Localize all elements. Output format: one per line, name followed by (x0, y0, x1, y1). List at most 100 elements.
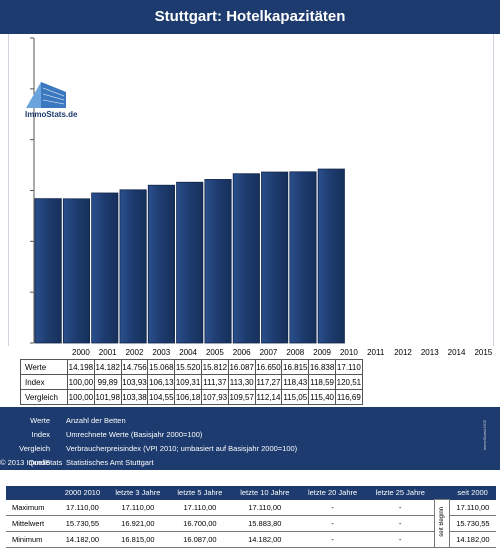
summary-cell: - (366, 499, 435, 516)
table-cell: 100,00 (67, 389, 95, 405)
side-note: ImmoStats#1505 (482, 420, 487, 451)
corner-blank (21, 345, 68, 360)
summary-row-mittelwert: Mittelwert 15.730,55 16.921,00 16.700,00 15.… (6, 515, 496, 532)
table-cell: 103,38 (120, 389, 149, 405)
table-cell: 115,05 (281, 389, 310, 405)
table-cell: 17.110 (334, 359, 363, 375)
summary-header: letzte 3 Jahre (106, 486, 169, 500)
summary-header: letzte 20 Jahre (298, 486, 367, 500)
legend-row-werte: Werte Anzahl der Betten (0, 414, 500, 428)
table-cell (362, 375, 389, 390)
year-label-2009: 2009 (313, 347, 331, 357)
immostats-logo: ImmoStats.de (21, 78, 81, 119)
table-cell: 116,69 (334, 389, 363, 405)
table-cell: 109,57 (227, 389, 256, 405)
data-table: 2000 2001 2002 2003 2004 2005 2006 2007 2008 2009… (20, 345, 497, 405)
year-label-2014: 2014 (447, 347, 466, 357)
summary-cell: - (366, 515, 435, 532)
summary-cell: 16.087,00 (168, 531, 231, 548)
legend-box: Werte Anzahl der Betten Index Umrechnete We… (0, 407, 500, 470)
summary-cell: - (298, 531, 367, 548)
chart-area: ImmoStats.de (8, 34, 494, 346)
table-cell: 118,59 (308, 374, 336, 390)
summary-cell: 16.921,00 (106, 515, 169, 532)
bar-2002 (91, 192, 119, 344)
table-cell: 118,43 (281, 374, 310, 390)
summary-cell: 17.110,00 (230, 499, 299, 516)
year-label-2003: 2003 (152, 347, 171, 357)
year-label-2001: 2001 (98, 347, 117, 357)
summary-row-label: Mittelwert (6, 515, 58, 532)
summary-header: 2000 2010 (58, 486, 107, 500)
table-cell (362, 360, 389, 375)
table-cell: 117,27 (254, 374, 283, 390)
table-cell (443, 390, 470, 405)
table-cell: 106,13 (147, 374, 176, 390)
year-label-2010: 2010 (339, 347, 358, 357)
table-cell: 14.756 (120, 359, 149, 375)
summary-header: letzte 10 Jahre (230, 486, 299, 500)
summary-gap (434, 486, 450, 500)
table-cell: 109,31 (174, 374, 202, 390)
table-cell: 99,89 (93, 374, 122, 390)
table-cell: 15.520 (174, 359, 202, 375)
summary-cell: 15.730,55 (449, 515, 496, 532)
summary-header-row: 2000 2010 letzte 3 Jahre letzte 5 Jahre let… (6, 486, 496, 500)
bar-2009 (289, 171, 317, 344)
table-cell: 103,93 (120, 374, 149, 390)
legend-description: Anzahl der Betten (66, 416, 126, 425)
legend-row-vergleich: Vergleich Verbraucherpreisindex (VPI 2010… (0, 442, 500, 456)
bar-chart (30, 37, 345, 344)
bar-2005 (176, 181, 204, 344)
chart-title: Stuttgart: Hotelkapazitäten (0, 0, 500, 34)
table-cell: 120,51 (334, 374, 363, 390)
summary-row-maximum: Maximum 17.110,00 17.110,00 17.110,00 17.110… (6, 499, 496, 548)
table-cell (443, 375, 470, 390)
table-cell: 101,98 (93, 389, 122, 405)
year-label-2011: 2011 (367, 347, 385, 357)
table-cell: 14.198 (67, 359, 95, 375)
bar-2008 (261, 171, 289, 344)
summary-corner (6, 486, 58, 500)
table-cell: 16.650 (254, 359, 283, 375)
summary-cell: - (366, 531, 435, 548)
legend-row-index: Index Umrechnete Werte (Basisjahr 2000=10… (0, 428, 500, 442)
year-label-2015: 2015 (474, 347, 493, 357)
summary-cell: 16.815,00 (106, 531, 169, 548)
table-cell (416, 375, 443, 390)
table-cell (390, 375, 417, 390)
legend-key: Index (31, 430, 50, 439)
year-label-2005: 2005 (205, 347, 224, 357)
table-cell (390, 390, 417, 405)
summary-cell: 15.730,55 (58, 515, 107, 532)
table-body: Werte 14.198 14.182 14.756 15.068 15.520 15.81… (20, 359, 497, 405)
bar-2003 (119, 189, 147, 344)
year-label-2013: 2013 (420, 347, 439, 357)
bar-2004 (147, 184, 175, 344)
year-label-2000: 2000 (72, 347, 90, 357)
table-cell (362, 390, 389, 405)
year-label-2002: 2002 (125, 347, 144, 357)
bar-2007 (232, 173, 260, 344)
summary-cell: 14.182,00 (230, 531, 299, 548)
summary-header: seit 2000 (449, 486, 496, 500)
bar-2006 (204, 179, 232, 344)
bar-2010 (317, 168, 345, 344)
summary-cell: 14.182,00 (58, 531, 107, 548)
year-header-row: 2000 2001 2002 2003 2004 2005 2006 2007 2008 2009… (21, 345, 497, 360)
table-cell (416, 360, 443, 375)
table-cell: 111,37 (200, 374, 229, 390)
table-row-index: Index 100,00 99,89 103,93 106,13 109,31 111,37… (20, 374, 497, 390)
table-cell: 15.068 (147, 359, 176, 375)
table-cell: 15.812 (200, 359, 229, 375)
summary-cell: 17.110,00 (106, 499, 169, 516)
table-cell (443, 360, 470, 375)
summary-cell: 17.110,00 (449, 499, 496, 516)
summary-cell: 15.883,80 (230, 515, 299, 532)
summary-header: letzte 25 Jahre (366, 486, 435, 500)
since-beginning-label: seit Beginn (433, 499, 450, 548)
table-cell: 16.838 (308, 359, 336, 375)
summary-row-label: Minimum (6, 531, 58, 548)
legend-row-quelle: Quelle Statistisches Amt Stuttgart (0, 456, 500, 470)
legend-description: Verbraucherpreisindex (VPI 2010; umbasie… (66, 444, 298, 453)
